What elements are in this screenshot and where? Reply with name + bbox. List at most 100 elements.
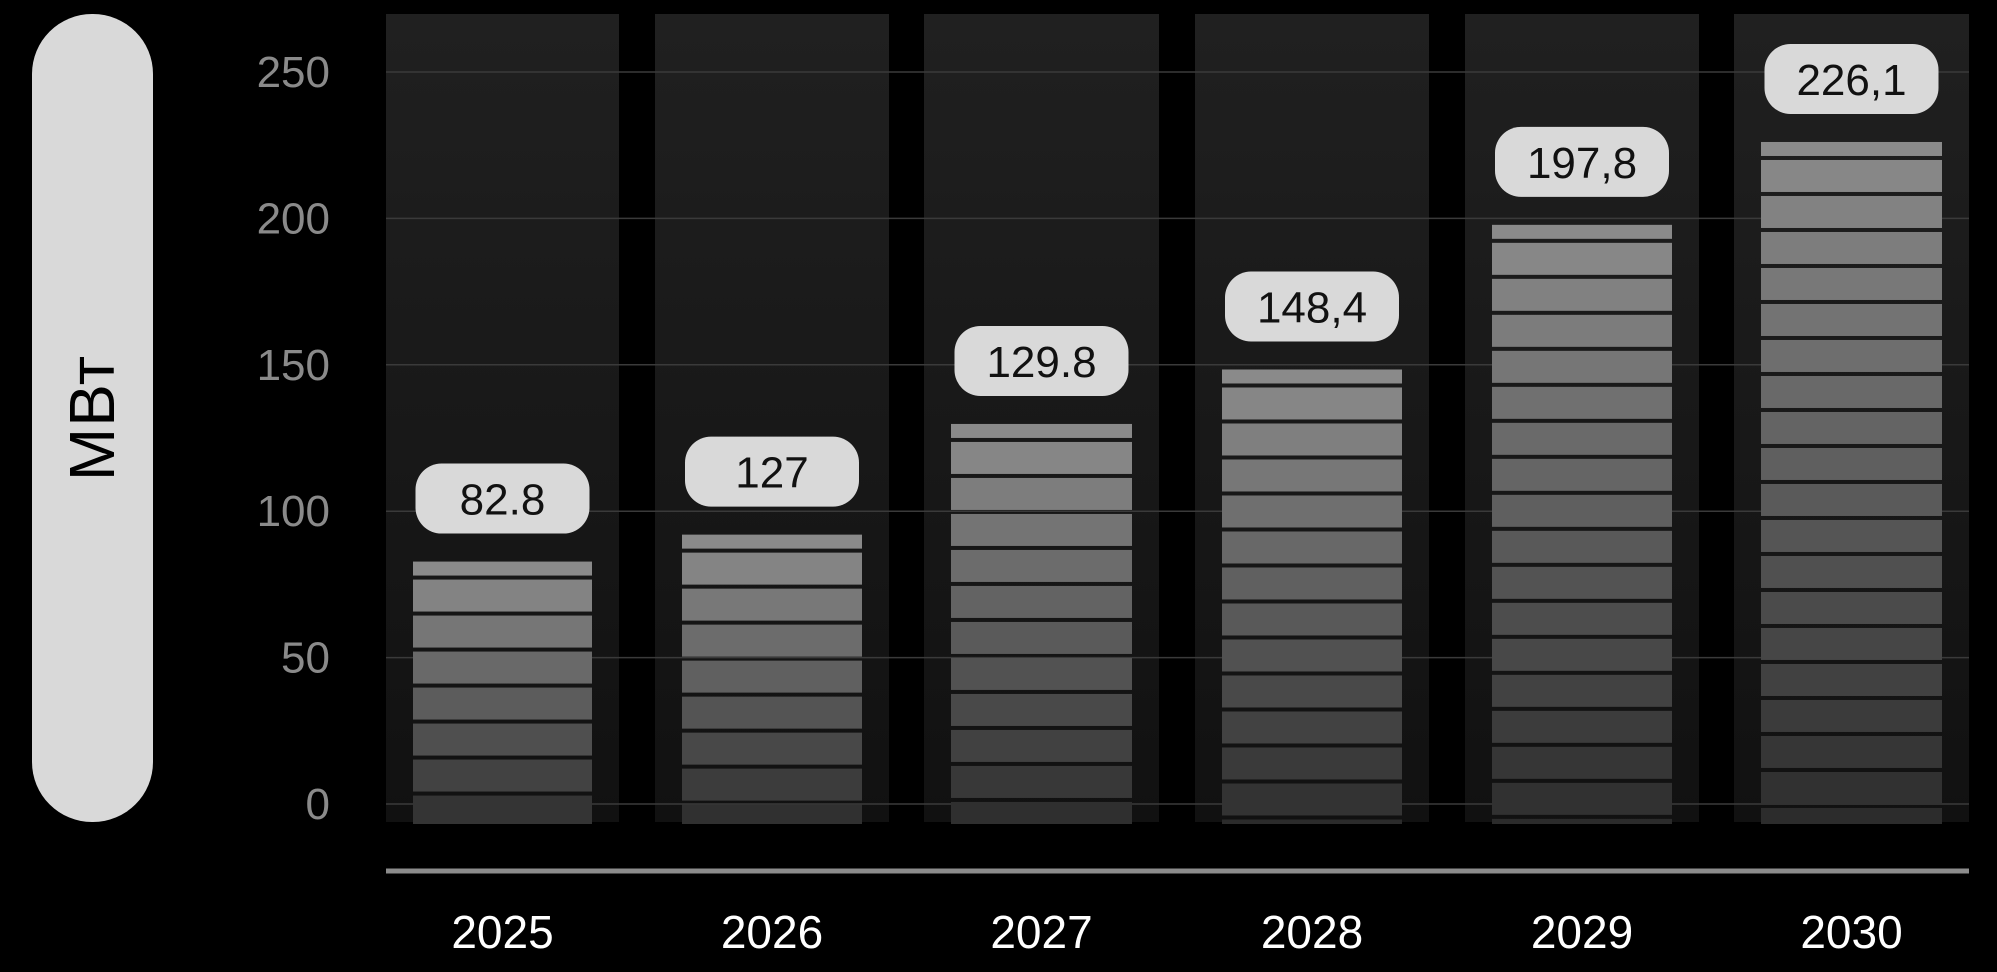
- bar: [951, 423, 1132, 824]
- bar-segment: [1492, 602, 1672, 635]
- x-tick-label: 2025: [451, 906, 553, 958]
- bar-segment: [1222, 495, 1402, 528]
- bar: [413, 561, 592, 824]
- bar-segment: [682, 696, 862, 729]
- value-label-pill: 127: [685, 436, 859, 507]
- value-pill-background: [954, 325, 1129, 396]
- bar-segment: [951, 729, 1132, 762]
- bar-segment: [1222, 567, 1402, 600]
- bar-segment: [1492, 818, 1672, 824]
- data-label: 82.8: [460, 476, 546, 525]
- bar-segment: [1761, 807, 1942, 824]
- bar: [1761, 141, 1942, 824]
- bar-segment: [1761, 519, 1942, 552]
- bar-segment: [951, 585, 1132, 618]
- bar-segment: [1492, 386, 1672, 419]
- x-tick-label: 2026: [721, 906, 823, 958]
- bar-segment: [1492, 278, 1672, 311]
- value-pill-background: [1764, 43, 1939, 114]
- y-tick-label: 0: [306, 780, 330, 829]
- bar-segment: [951, 477, 1132, 510]
- bar-segment: [1761, 627, 1942, 660]
- bar-segment: [413, 615, 592, 648]
- bar-segment: [1492, 782, 1672, 815]
- y-tick-label: 100: [257, 487, 330, 536]
- bar-segment: [413, 759, 592, 792]
- value-label-pill: 148,4: [1225, 271, 1399, 342]
- bar-segment: [1761, 771, 1942, 804]
- bar: [682, 534, 862, 824]
- bar-segment: [413, 723, 592, 756]
- bar-segment: [1222, 675, 1402, 708]
- bar-segment: [951, 549, 1132, 582]
- bar-segment: [682, 660, 862, 693]
- bar-segment: [1492, 566, 1672, 599]
- data-label: 129.8: [986, 338, 1096, 387]
- bar-segment: [1492, 350, 1672, 383]
- bar-segment: [1222, 639, 1402, 672]
- bar-segment: [1761, 699, 1942, 732]
- bar-segment: [1492, 242, 1672, 275]
- data-label: 197,8: [1527, 139, 1637, 188]
- bar-segment: [1222, 711, 1402, 744]
- bar-segment: [1492, 674, 1672, 707]
- bar-segment: [1761, 591, 1942, 624]
- x-tick-label: 2028: [1261, 906, 1363, 958]
- bar: [1222, 369, 1402, 824]
- bar-segment: [1761, 735, 1942, 768]
- value-pill-background: [685, 436, 859, 507]
- bar-segment: [682, 534, 862, 549]
- bar-segment: [1222, 819, 1402, 824]
- value-label-pill: 197,8: [1495, 126, 1669, 197]
- data-label: 226,1: [1796, 56, 1906, 105]
- column-background: [386, 14, 619, 822]
- value-label-pill: 129.8: [954, 325, 1129, 396]
- bar-segment: [1222, 459, 1402, 492]
- data-label: 127: [735, 449, 808, 498]
- data-label: 148,4: [1257, 283, 1367, 332]
- x-tick-label: 2029: [1531, 906, 1633, 958]
- x-tick-label: 2027: [990, 906, 1092, 958]
- bar-segment: [1761, 339, 1942, 372]
- bar-segment: [1761, 375, 1942, 408]
- bar-segment: [1222, 603, 1402, 636]
- bar-segment: [682, 624, 862, 657]
- bar-segment: [1492, 638, 1672, 671]
- bar-segment: [1761, 447, 1942, 480]
- y-tick-label: 50: [281, 634, 330, 683]
- bar-segment: [1222, 423, 1402, 456]
- bar-segment: [1492, 530, 1672, 563]
- bar-segment: [951, 801, 1132, 824]
- bar-segment: [1492, 746, 1672, 779]
- bar-segment: [413, 651, 592, 684]
- bar-segment: [951, 657, 1132, 690]
- value-label-pill: 226,1: [1764, 43, 1939, 114]
- bar-segment: [413, 687, 592, 720]
- bar-segment: [1492, 710, 1672, 743]
- bar-segment: [413, 579, 592, 612]
- bar-segment: [1761, 195, 1942, 228]
- bar-segment: [1761, 303, 1942, 336]
- bar-segment: [682, 804, 862, 824]
- bar-segment: [1222, 531, 1402, 564]
- bar-segment: [1222, 747, 1402, 780]
- bar-segment: [682, 588, 862, 621]
- bar-segment: [1492, 422, 1672, 455]
- y-tick-label: 150: [257, 341, 330, 390]
- bar-segment: [1222, 387, 1402, 420]
- bar-segment: [682, 768, 862, 801]
- bar-segment: [413, 561, 592, 576]
- bar-segment: [1761, 141, 1942, 156]
- bar-segment: [413, 795, 592, 824]
- bar-segment: [1222, 369, 1402, 384]
- bar-segment: [1492, 458, 1672, 491]
- bar-segment: [1222, 783, 1402, 816]
- value-pill-background: [415, 463, 590, 534]
- value-pill-background: [1495, 126, 1669, 197]
- bar-segment: [1761, 411, 1942, 444]
- bar-segment: [951, 513, 1132, 546]
- bar-segment: [951, 423, 1132, 438]
- bar-segment: [1761, 159, 1942, 192]
